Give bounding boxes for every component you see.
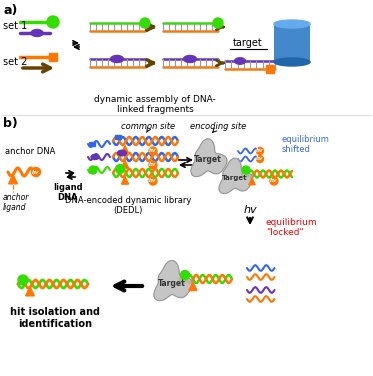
Ellipse shape — [31, 29, 43, 36]
Text: hv: hv — [256, 156, 264, 162]
Circle shape — [140, 18, 150, 28]
Ellipse shape — [274, 20, 310, 28]
Polygon shape — [189, 282, 197, 291]
Circle shape — [47, 16, 59, 28]
Bar — [49, 53, 57, 61]
Circle shape — [257, 147, 263, 155]
Text: common site: common site — [121, 122, 175, 131]
Text: equilibrium
"locked": equilibrium "locked" — [266, 218, 318, 237]
Text: a): a) — [3, 4, 18, 17]
Polygon shape — [121, 161, 129, 168]
Circle shape — [181, 270, 189, 279]
Text: DNA-encoded dynamic library
(DEDL): DNA-encoded dynamic library (DEDL) — [65, 196, 191, 215]
Circle shape — [213, 18, 223, 28]
Text: Target: Target — [158, 279, 186, 288]
Polygon shape — [191, 139, 227, 177]
Text: set 1: set 1 — [3, 21, 27, 31]
Circle shape — [89, 166, 97, 174]
Text: hit isolation and
identification: hit isolation and identification — [10, 307, 100, 329]
Text: hv: hv — [243, 205, 257, 215]
Polygon shape — [249, 178, 255, 185]
Ellipse shape — [274, 58, 310, 66]
Polygon shape — [121, 146, 129, 153]
Text: hv: hv — [149, 179, 157, 183]
Text: b): b) — [3, 117, 18, 130]
Circle shape — [149, 161, 157, 169]
Circle shape — [257, 156, 263, 162]
Polygon shape — [9, 174, 18, 184]
Text: target: target — [233, 38, 263, 48]
Bar — [266, 65, 274, 73]
Polygon shape — [121, 176, 129, 184]
Text: Target: Target — [222, 175, 248, 181]
Ellipse shape — [110, 56, 123, 62]
Ellipse shape — [235, 58, 245, 64]
Text: hv: hv — [256, 149, 264, 153]
Text: ligand
DNA: ligand DNA — [53, 183, 83, 202]
Text: anchor
ligand: anchor ligand — [3, 193, 29, 212]
Circle shape — [31, 167, 41, 176]
Polygon shape — [26, 287, 34, 296]
Circle shape — [149, 177, 157, 185]
Polygon shape — [154, 261, 192, 301]
Text: Target: Target — [194, 156, 222, 165]
Text: hv: hv — [149, 162, 157, 167]
Ellipse shape — [117, 150, 126, 156]
Text: set 2: set 2 — [3, 57, 27, 67]
Polygon shape — [219, 158, 253, 194]
Circle shape — [270, 177, 278, 185]
Ellipse shape — [91, 155, 99, 159]
Text: hv: hv — [32, 170, 40, 174]
Ellipse shape — [184, 56, 197, 62]
Bar — [115, 135, 121, 139]
FancyBboxPatch shape — [274, 24, 310, 62]
Text: encoding site: encoding site — [190, 122, 246, 131]
Text: equilibrium
shifted: equilibrium shifted — [282, 135, 330, 155]
Text: dynamic assembly of DNA-
linked fragments: dynamic assembly of DNA- linked fragment… — [94, 95, 216, 114]
Bar — [89, 142, 95, 146]
Circle shape — [242, 166, 250, 174]
Circle shape — [149, 147, 157, 155]
Circle shape — [18, 275, 28, 285]
Text: hv: hv — [270, 179, 278, 183]
Text: hv: hv — [149, 149, 157, 153]
Text: anchor DNA: anchor DNA — [5, 147, 55, 156]
Circle shape — [116, 165, 125, 173]
